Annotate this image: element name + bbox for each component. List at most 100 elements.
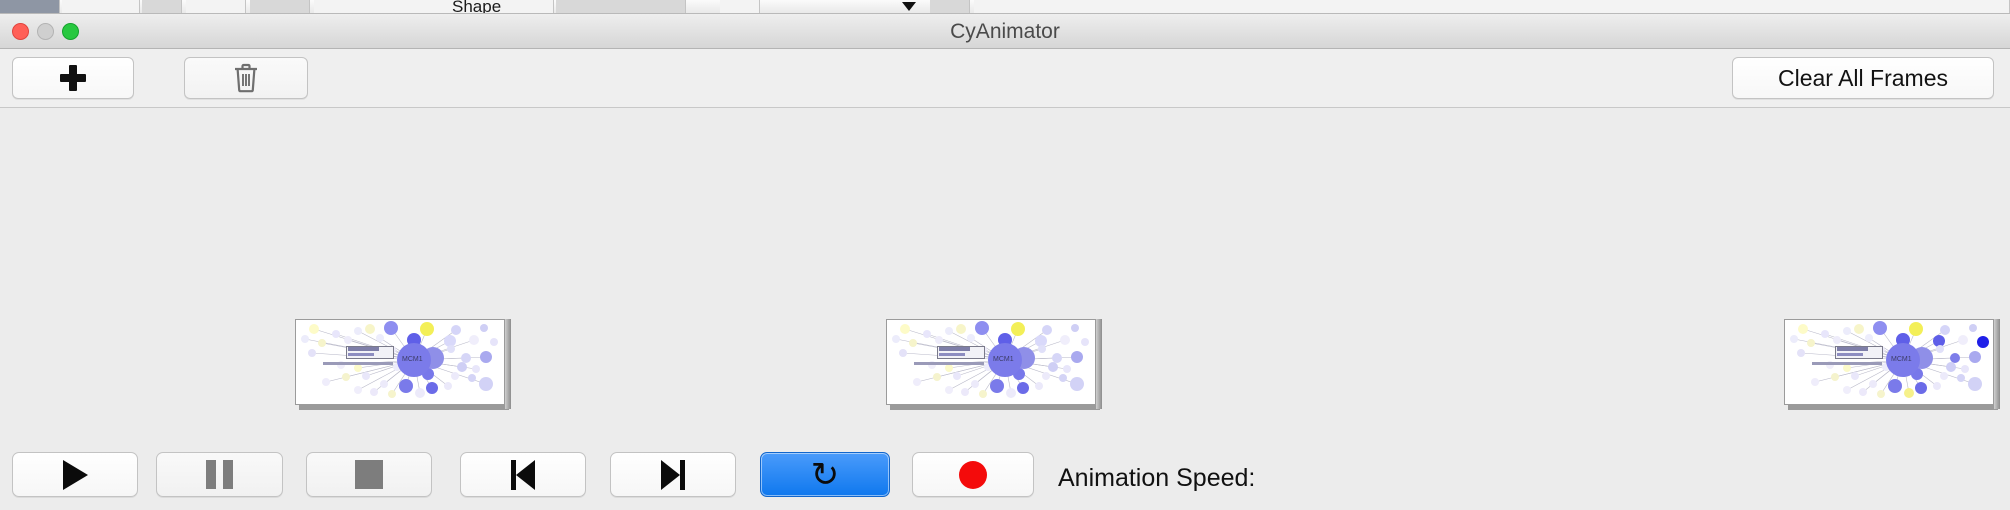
- network-node: [967, 334, 975, 342]
- network-node: [457, 362, 467, 372]
- annotation-text: [914, 362, 984, 365]
- network-node: [1969, 324, 1977, 332]
- network-hub-node: [397, 343, 431, 377]
- network-node: [933, 373, 941, 381]
- annotation-text: [939, 353, 965, 356]
- close-button[interactable]: [12, 23, 29, 40]
- network-node: [370, 388, 378, 396]
- network-node: [480, 324, 488, 332]
- network-node: [1038, 345, 1046, 353]
- clear-all-frames-button[interactable]: Clear All Frames: [1732, 57, 1994, 99]
- network-node: [479, 377, 493, 391]
- network-node: [354, 364, 362, 372]
- delete-frame-button[interactable]: [184, 57, 308, 99]
- network-node: [444, 382, 452, 390]
- network-node: [1048, 362, 1058, 372]
- network-node: [461, 353, 471, 363]
- network-node: [900, 324, 910, 334]
- network-node: [451, 372, 459, 380]
- add-frame-button[interactable]: [12, 57, 134, 99]
- network-node: [1017, 382, 1029, 394]
- network-node: [1011, 322, 1025, 336]
- network-node: [1035, 335, 1047, 347]
- frame-thumbnail[interactable]: MCM1: [295, 319, 511, 410]
- network-node: [1081, 338, 1089, 346]
- network-node: [469, 335, 479, 345]
- bg-cursor-icon: [902, 2, 916, 11]
- network-node: [318, 339, 326, 347]
- network-node: [399, 379, 413, 393]
- annotation-text: [348, 353, 374, 356]
- zoom-button[interactable]: [62, 23, 79, 40]
- network-node: [309, 324, 319, 334]
- network-node: [384, 321, 398, 335]
- network-node: [956, 324, 966, 334]
- network-node: [1833, 336, 1841, 344]
- frame-thumbnail[interactable]: MCM1: [886, 319, 1102, 410]
- pause-button[interactable]: [156, 452, 283, 497]
- network-node: [332, 330, 340, 338]
- network-node: [945, 327, 953, 335]
- network-node: [979, 390, 987, 398]
- network-node: [1977, 336, 1989, 348]
- play-button[interactable]: [12, 452, 138, 497]
- trash-icon: [235, 63, 257, 93]
- record-button[interactable]: [912, 452, 1034, 497]
- network-node: [365, 324, 375, 334]
- network-hub-node: [1886, 343, 1920, 377]
- network-hub-label: MCM1: [1891, 356, 1912, 363]
- network-node: [1843, 386, 1851, 394]
- network-node: [1070, 377, 1084, 391]
- network-node: [1950, 353, 1960, 363]
- title-bar: CyAnimator: [0, 14, 2010, 49]
- network-node: [1969, 351, 1981, 363]
- network-node: [899, 349, 907, 357]
- network-node: [1859, 388, 1867, 396]
- network-node: [945, 386, 953, 394]
- network-node: [1071, 324, 1079, 332]
- minimize-button[interactable]: [37, 23, 54, 40]
- stop-icon: [355, 460, 383, 489]
- skip-next-button[interactable]: [610, 452, 736, 497]
- network-node: [1933, 335, 1945, 347]
- playback-controls: ↻ Animation Speed:: [0, 441, 2010, 510]
- network-node: [362, 372, 370, 380]
- network-node: [490, 338, 498, 346]
- network-node: [990, 379, 1004, 393]
- network-hub-node: [988, 343, 1022, 377]
- stop-button[interactable]: [306, 452, 432, 497]
- bg-chip: [250, 0, 310, 13]
- network-node: [1877, 390, 1885, 398]
- bg-chip: [186, 0, 246, 13]
- network-node: [1826, 361, 1834, 369]
- network-node: [1888, 379, 1902, 393]
- network-node: [444, 335, 456, 347]
- network-node: [376, 334, 384, 342]
- network-node: [1843, 364, 1851, 372]
- network-node: [971, 380, 979, 388]
- annotation-text: [323, 362, 393, 365]
- frame-thumbnail[interactable]: MCM1: [1784, 319, 2000, 410]
- thumbnail-edge: [1994, 319, 2000, 409]
- network-node: [420, 322, 434, 336]
- timeline-panel[interactable]: MCM1 MCM1 MCM1 12131415161718 Seconds: [0, 109, 2010, 413]
- loop-button[interactable]: ↻: [760, 452, 890, 497]
- loop-icon: ↻: [810, 454, 840, 495]
- network-node: [961, 388, 969, 396]
- network-hub-label: MCM1: [402, 356, 423, 363]
- annotation-text: [1812, 362, 1882, 365]
- annotation-text: [939, 347, 983, 351]
- network-node: [1035, 382, 1043, 390]
- pause-icon: [206, 460, 233, 489]
- network-node: [388, 390, 396, 398]
- network-node: [923, 330, 931, 338]
- network-node: [1797, 349, 1805, 357]
- network-thumbnail: MCM1: [886, 319, 1096, 405]
- network-node: [953, 372, 961, 380]
- network-node: [1961, 365, 1969, 373]
- network-node: [447, 345, 455, 353]
- network-node: [468, 374, 476, 382]
- bg-chip: [62, 0, 140, 13]
- skip-previous-button[interactable]: [460, 452, 586, 497]
